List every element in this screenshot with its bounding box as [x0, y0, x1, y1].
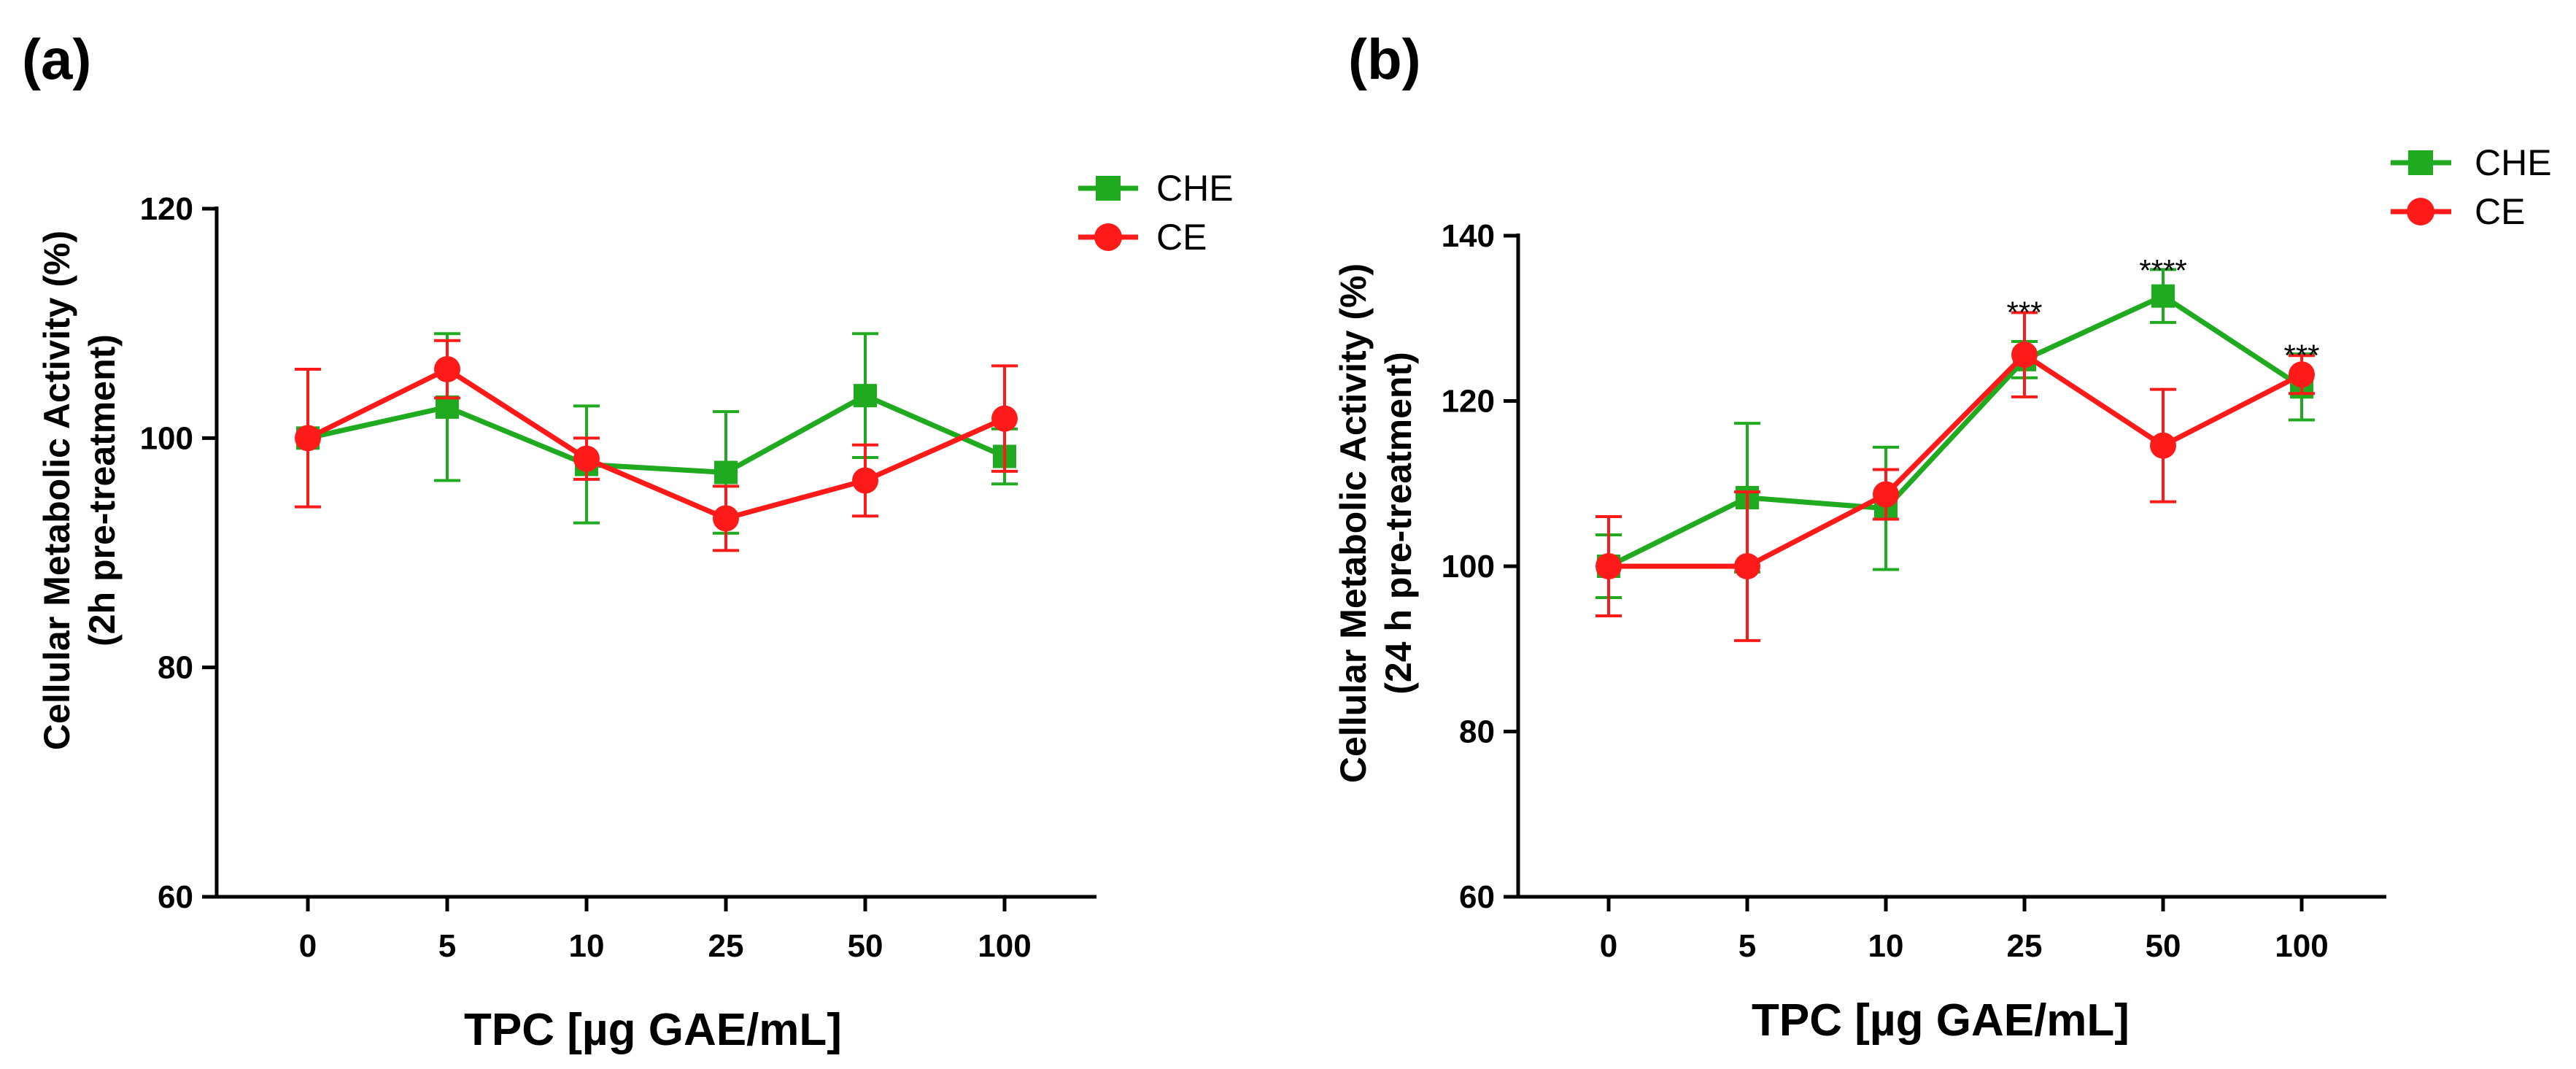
x-axis-title: TPC [µg GAE/mL] [464, 1005, 842, 1055]
legend-label-che: CHE [1156, 168, 1234, 209]
panel-b: (b) Cellular Metabolic Activity (%) (24 … [1333, 27, 2552, 1046]
series-line [1607, 293, 2303, 569]
x-tick-label: 50 [2146, 928, 2181, 964]
y-tick-label: 60 [1459, 879, 1495, 915]
x-tick-label: 10 [569, 928, 605, 964]
series-line [1609, 352, 2303, 569]
data-point [434, 356, 460, 383]
series-che [1596, 268, 2315, 600]
x-tick-label: 0 [299, 928, 317, 964]
x-tick-label: 100 [2275, 928, 2328, 964]
series-che [296, 332, 1018, 535]
data-point [2150, 432, 2176, 459]
y-axis-title-line1: Cellular Metabolic Activity (%) [1333, 263, 1374, 783]
data-point [854, 384, 877, 408]
panel-a: (a) Cellular Metabolic Activity (%) (2h … [22, 27, 1234, 1055]
legend-a: CHE CE [1078, 168, 1234, 258]
significance-annotation: *** [2283, 339, 2319, 373]
data-point [2289, 361, 2315, 388]
data-point [713, 505, 739, 532]
legend-label-ce: CE [2475, 191, 2525, 232]
x-tick-label: 10 [1868, 928, 1904, 964]
y-axis-title-line1: Cellular Metabolic Activity (%) [36, 231, 77, 750]
data-point [1734, 553, 1760, 579]
legend-marker-che [1096, 176, 1121, 201]
y-tick-label: 100 [1442, 549, 1495, 584]
data-point [295, 425, 321, 452]
series-ce [1596, 311, 2315, 642]
y-tick-label: 120 [1442, 384, 1495, 420]
y-axis-title-line2: (2h pre-treatment) [82, 334, 123, 647]
data-point [2151, 284, 2175, 308]
significance-annotation: *** [2006, 296, 2042, 330]
y-tick-label: 100 [140, 420, 193, 456]
x-tick-label: 0 [1600, 928, 1617, 964]
x-tick-label: 5 [1738, 928, 1756, 964]
x-tick-label: 5 [438, 928, 456, 964]
y-axis-title-line2: (24 h pre-treatment) [1378, 352, 1419, 695]
y-tick-label: 60 [158, 879, 193, 915]
data-point [2011, 341, 2038, 368]
data-point [573, 445, 600, 472]
x-tick-label: 50 [848, 928, 883, 964]
legend-label-ce: CE [1156, 217, 1207, 258]
data-point [714, 460, 738, 485]
significance-annotation: **** [2139, 253, 2186, 287]
data-point [1596, 553, 1622, 579]
y-tick-label: 140 [1442, 218, 1495, 254]
legend-marker-ce [1094, 223, 1122, 251]
series-line [307, 393, 1006, 475]
plot-area-a: 60 80 100 120 0 5 10 25 50 100 [140, 191, 1096, 964]
series-line [306, 366, 1006, 521]
x-axis-title: TPC [µg GAE/mL] [1752, 995, 2130, 1046]
legend-marker-ce [2407, 198, 2434, 225]
legend-label-che: CHE [2475, 142, 2552, 183]
panel-label-a: (a) [22, 27, 91, 91]
x-tick-label: 100 [978, 928, 1031, 964]
data-point [1873, 481, 1899, 508]
y-tick-label: 80 [1459, 714, 1495, 750]
y-tick-label: 120 [140, 191, 193, 227]
legend-marker-che [2408, 150, 2433, 175]
legend-b: CHE CE [2391, 142, 2552, 232]
panel-label-b: (b) [1348, 27, 1421, 91]
y-tick-label: 80 [158, 650, 193, 686]
x-tick-label: 25 [708, 928, 744, 964]
data-point [991, 405, 1018, 432]
series-ce [295, 339, 1018, 552]
data-point [852, 467, 878, 494]
x-tick-label: 25 [2007, 928, 2043, 964]
